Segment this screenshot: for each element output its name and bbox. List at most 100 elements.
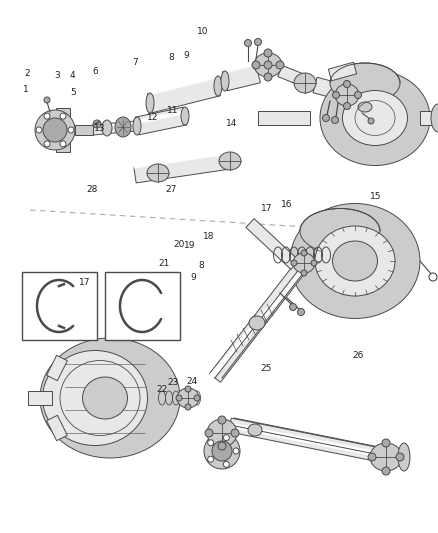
Polygon shape <box>75 125 93 135</box>
Ellipse shape <box>221 71 229 91</box>
Circle shape <box>382 467 390 475</box>
Circle shape <box>43 118 67 142</box>
Polygon shape <box>148 76 220 112</box>
Ellipse shape <box>249 316 265 330</box>
Ellipse shape <box>431 104 438 132</box>
Ellipse shape <box>254 53 282 77</box>
Polygon shape <box>420 111 438 125</box>
Circle shape <box>368 118 374 124</box>
Bar <box>105 272 180 340</box>
Polygon shape <box>28 391 52 405</box>
Polygon shape <box>56 142 70 152</box>
Text: 21: 21 <box>158 260 170 268</box>
Circle shape <box>194 395 200 401</box>
Ellipse shape <box>290 204 420 319</box>
Ellipse shape <box>358 102 372 112</box>
Circle shape <box>204 433 240 469</box>
Text: 8: 8 <box>168 53 174 61</box>
Ellipse shape <box>293 253 315 273</box>
Text: 16: 16 <box>281 200 293 209</box>
Polygon shape <box>56 108 70 118</box>
Circle shape <box>176 395 182 401</box>
Text: 8: 8 <box>198 261 205 270</box>
Circle shape <box>322 115 329 122</box>
Text: 27: 27 <box>165 185 177 193</box>
Bar <box>22 272 97 340</box>
Ellipse shape <box>133 117 141 135</box>
Circle shape <box>44 141 50 147</box>
Text: 28: 28 <box>86 185 98 193</box>
Circle shape <box>291 260 297 266</box>
Circle shape <box>332 92 339 99</box>
Text: 9: 9 <box>191 273 197 281</box>
Polygon shape <box>134 153 231 183</box>
Circle shape <box>382 439 390 447</box>
Circle shape <box>252 61 260 69</box>
Text: 17: 17 <box>261 204 273 213</box>
Text: 24: 24 <box>186 377 198 385</box>
Circle shape <box>264 73 272 81</box>
Ellipse shape <box>332 241 378 281</box>
Ellipse shape <box>343 91 407 146</box>
Polygon shape <box>229 418 381 462</box>
Polygon shape <box>223 63 260 91</box>
Circle shape <box>44 113 50 119</box>
Ellipse shape <box>315 226 395 296</box>
Circle shape <box>185 404 191 410</box>
Text: 4: 4 <box>70 71 75 80</box>
Circle shape <box>35 110 75 150</box>
Ellipse shape <box>146 93 154 113</box>
Polygon shape <box>313 77 347 101</box>
Text: 18: 18 <box>203 232 214 241</box>
Circle shape <box>212 441 232 461</box>
Text: 23: 23 <box>167 378 178 387</box>
Polygon shape <box>328 62 357 81</box>
Circle shape <box>60 113 66 119</box>
Circle shape <box>354 92 361 99</box>
Text: 26: 26 <box>353 351 364 360</box>
Text: 15: 15 <box>370 192 381 200</box>
Ellipse shape <box>214 76 222 96</box>
Polygon shape <box>278 66 307 86</box>
Ellipse shape <box>300 208 380 254</box>
Text: 5: 5 <box>71 88 77 97</box>
Text: 22: 22 <box>156 385 168 393</box>
Text: 10: 10 <box>197 28 208 36</box>
Text: 14: 14 <box>226 119 237 128</box>
Circle shape <box>254 38 261 45</box>
Circle shape <box>290 303 297 311</box>
Circle shape <box>185 386 191 392</box>
Circle shape <box>60 141 66 147</box>
Ellipse shape <box>294 73 316 93</box>
Ellipse shape <box>42 351 148 446</box>
Text: 7: 7 <box>132 59 138 67</box>
Text: 12: 12 <box>147 114 158 122</box>
Circle shape <box>343 102 350 109</box>
Circle shape <box>205 429 213 437</box>
Circle shape <box>208 456 214 462</box>
Ellipse shape <box>82 377 127 419</box>
Text: 1: 1 <box>22 85 28 93</box>
Text: 25: 25 <box>261 365 272 373</box>
Circle shape <box>68 127 74 133</box>
Polygon shape <box>46 415 67 441</box>
Ellipse shape <box>398 443 410 471</box>
Polygon shape <box>135 107 187 135</box>
Ellipse shape <box>248 424 262 436</box>
Circle shape <box>223 462 230 467</box>
Polygon shape <box>92 121 135 135</box>
Ellipse shape <box>147 164 169 182</box>
Circle shape <box>93 120 101 128</box>
Circle shape <box>244 39 251 46</box>
Circle shape <box>44 97 50 103</box>
Circle shape <box>223 435 230 441</box>
Circle shape <box>396 453 404 461</box>
Circle shape <box>311 260 317 266</box>
Text: 20: 20 <box>173 240 184 248</box>
Text: 6: 6 <box>92 67 99 76</box>
Text: 17: 17 <box>79 278 91 287</box>
Text: 9: 9 <box>183 51 189 60</box>
Ellipse shape <box>181 107 189 125</box>
Ellipse shape <box>370 443 402 471</box>
Circle shape <box>343 80 350 87</box>
